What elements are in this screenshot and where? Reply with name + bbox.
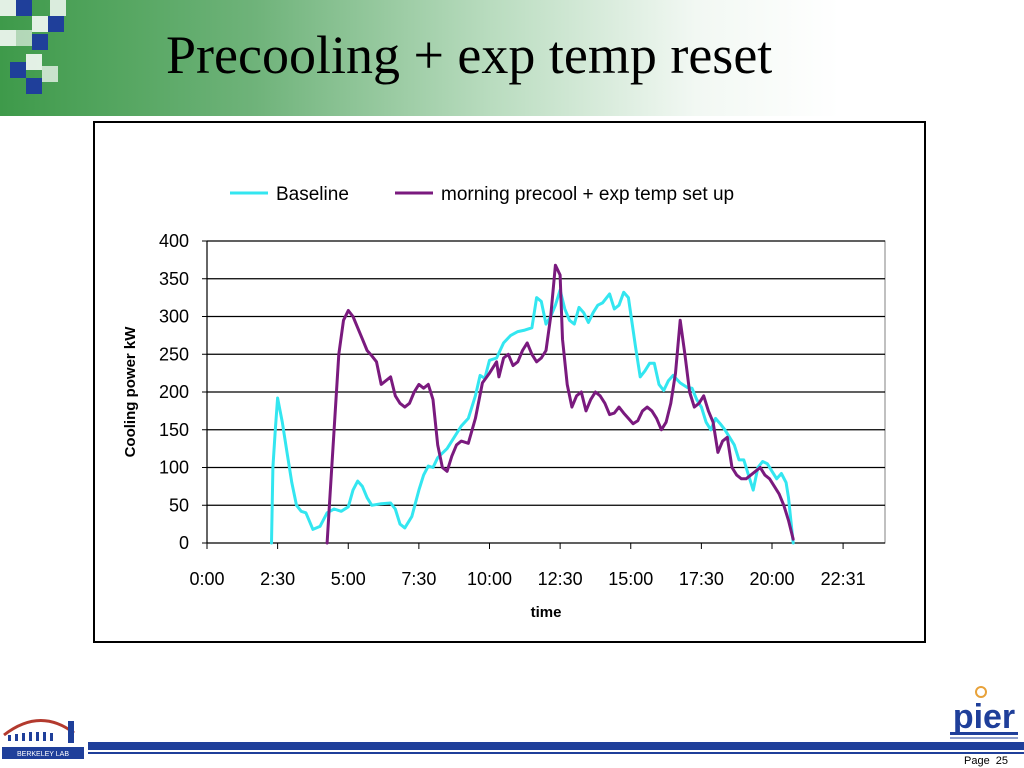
berkeley-lab-logo: BERKELEY LAB — [2, 719, 84, 759]
page-label-text: Page — [964, 755, 990, 767]
legend-label-2: morning precool + exp temp set up — [441, 184, 734, 205]
y-tick-label: 400 — [159, 231, 189, 251]
footer-rule — [88, 742, 1024, 750]
x-tick-label: 22:31 — [821, 569, 866, 589]
header-bar — [0, 0, 1024, 116]
x-tick-label: 10:00 — [467, 569, 512, 589]
x-tick-label: 12:30 — [538, 569, 583, 589]
x-tick-label: 0:00 — [189, 569, 224, 589]
y-tick-label: 350 — [159, 269, 189, 289]
y-tick-label: 0 — [179, 533, 189, 553]
series-line-2 — [325, 263, 795, 545]
footer-rule-thin — [88, 752, 1024, 754]
y-tick-label: 250 — [159, 344, 189, 364]
slide-title: Precooling + exp temp reset — [166, 25, 773, 85]
series-line-1 — [270, 288, 795, 545]
pier-logo-text: pier — [953, 698, 1015, 736]
x-tick-label: 5:00 — [331, 569, 366, 589]
y-tick-label: 300 — [159, 307, 189, 327]
y-tick-label: 200 — [159, 382, 189, 402]
x-tick-label: 2:30 — [260, 569, 295, 589]
berkeley-lab-logo-text: BERKELEY LAB — [17, 751, 69, 758]
y-tick-label: 150 — [159, 420, 189, 440]
y-tick-label: 100 — [159, 458, 189, 478]
x-tick-label: 20:00 — [749, 569, 794, 589]
x-tick-label: 17:30 — [679, 569, 724, 589]
x-axis-title: time — [531, 604, 562, 621]
mosaic-decoration-icon — [0, 0, 66, 94]
x-tick-label: 7:30 — [401, 569, 436, 589]
x-tick-label: 15:00 — [608, 569, 653, 589]
legend-label-1: Baseline — [276, 184, 349, 205]
page-number: 25 — [995, 755, 1008, 767]
page-label: Page 25 — [958, 755, 1008, 767]
line-chart: 0 50 100 150 200 250 300 350 400 0:00 2:30 5:00 7:30… — [122, 184, 886, 621]
chart-frame: 0 50 100 150 200 250 300 350 400 0:00 2:30 5:00 7:30… — [93, 121, 926, 643]
y-tick-label: 50 — [169, 495, 189, 515]
pier-logo: pier — [950, 686, 1018, 739]
y-axis-title: Cooling power kW — [122, 326, 139, 458]
